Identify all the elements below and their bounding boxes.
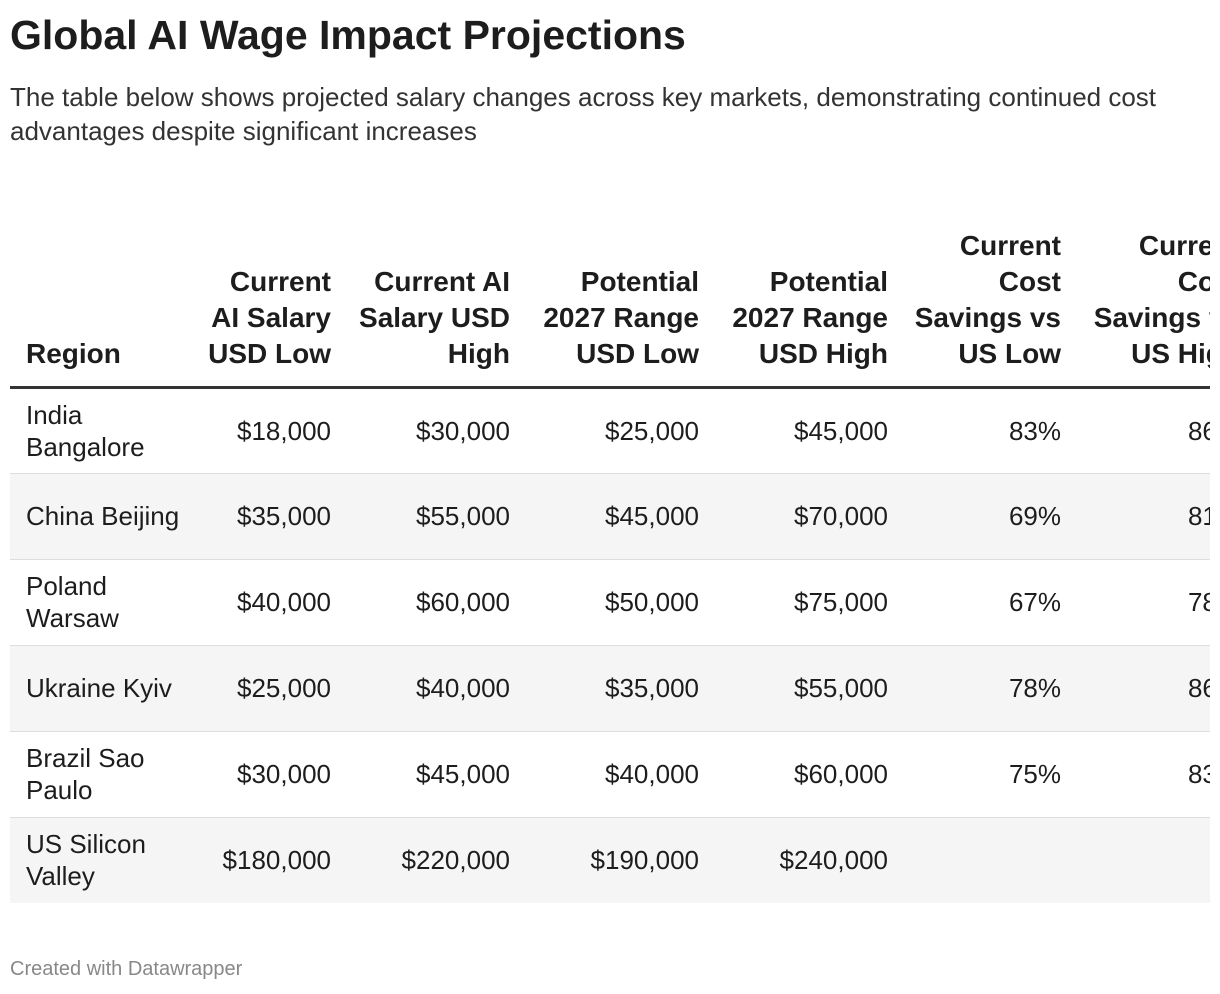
value-cell: $70,000 [713,473,902,560]
footer: Created with Datawrapper [10,958,243,980]
value-cell: $180,000 [200,817,345,903]
region-cell: China Beijing [10,473,200,560]
value-cell: $220,000 [345,817,524,903]
value-cell: $60,000 [345,559,524,646]
column-header: Region [10,195,200,389]
value-cell: 75% [902,731,1075,818]
table-body: India Bangalore $18,000 $30,000 $25,000 $45,… [10,387,1210,903]
value-cell: $240,000 [713,817,902,903]
value-cell: $30,000 [345,387,524,474]
value-cell: $55,000 [713,645,902,732]
subtitle: The table below shows projected salary c… [10,82,1157,146]
table: Region Current AI Salary USD Low Current A… [10,195,1210,903]
region-cell: Brazil Sao Paulo [10,731,200,818]
value-cell: $60,000 [713,731,902,818]
column-header: Current Cost Savings vs US High [1075,195,1210,389]
value-cell: 86% [1075,645,1210,732]
value-cell: $75,000 [713,559,902,646]
region-cell: US Silicon Valley [10,817,200,903]
value-cell: $50,000 [524,559,713,646]
column-header: Potential 2027 Range USD High [713,195,902,389]
table-row: India Bangalore $18,000 $30,000 $25,000 $45,… [10,387,1210,474]
column-header: Current AI Salary USD High [345,195,524,389]
region-cell: Ukraine Kyiv [10,645,200,732]
title: Global AI Wage Impact Projections [10,12,686,58]
value-cell: 78% [1075,559,1210,646]
table-row: US Silicon Valley $180,000 $220,000 $190,00… [10,817,1210,903]
value-cell: $40,000 [524,731,713,818]
column-header: Current AI Salary USD Low [200,195,345,389]
table-row: Ukraine Kyiv $25,000 $40,000 $35,000 $55,000… [10,645,1210,732]
value-cell: $40,000 [345,645,524,732]
value-cell: 81% [1075,473,1210,560]
region-cell: Poland Warsaw [10,559,200,646]
value-cell: $45,000 [345,731,524,818]
value-cell: 78% [902,645,1075,732]
value-cell: $18,000 [200,387,345,474]
region-cell: India Bangalore [10,387,200,474]
header-row: Region Current AI Salary USD Low Current A… [10,195,1210,389]
table-wrapper: Region Current AI Salary USD Low Current A… [10,195,1210,903]
column-header: Potential 2027 Range USD Low [524,195,713,389]
value-cell: 69% [902,473,1075,560]
value-cell: $45,000 [713,387,902,474]
table-row: Poland Warsaw $40,000 $60,000 $50,000 $75,00… [10,559,1210,646]
value-cell: 83% [902,387,1075,474]
table-row: Brazil Sao Paulo $30,000 $45,000 $40,000 $60… [10,731,1210,818]
value-cell: $35,000 [524,645,713,732]
value-cell [1075,817,1210,903]
value-cell [902,817,1075,903]
value-cell: $35,000 [200,473,345,560]
value-cell: $25,000 [200,645,345,732]
value-cell: $40,000 [200,559,345,646]
table-head: Region Current AI Salary USD Low Current A… [10,195,1210,389]
value-cell: 67% [902,559,1075,646]
value-cell: $55,000 [345,473,524,560]
value-cell: 83% [1075,731,1210,818]
value-cell: $25,000 [524,387,713,474]
value-cell: $30,000 [200,731,345,818]
table-row: China Beijing $35,000 $55,000 $45,000 $70,00… [10,473,1210,560]
column-header: Current Cost Savings vs US Low [902,195,1075,389]
value-cell: $190,000 [524,817,713,903]
value-cell: 86% [1075,387,1210,474]
value-cell: $45,000 [524,473,713,560]
